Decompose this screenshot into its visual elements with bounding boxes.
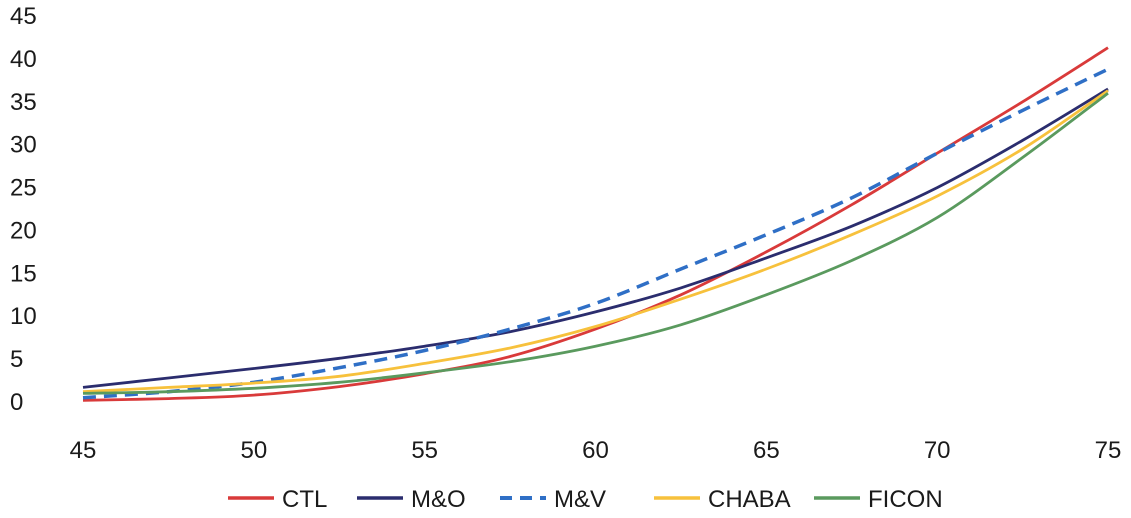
x-axis-tick-labels: 45 50 55 60 65 70 75 [70, 437, 1122, 464]
x-tick-label: 50 [240, 437, 267, 464]
y-tick-label: 35 [10, 89, 37, 116]
legend-label: CTL [282, 486, 327, 513]
series-line-chaba [82, 89, 1109, 394]
legend-item-chaba: CHABA [654, 486, 791, 513]
legend-label: FICON [868, 486, 943, 513]
x-tick-label: 70 [924, 437, 951, 464]
legend-label: CHABA [708, 486, 791, 513]
series-line-ctl [82, 46, 1109, 402]
y-axis-tick-labels: 0 5 10 15 20 25 30 35 40 45 [10, 3, 37, 416]
legend-item-ctl: CTL [228, 486, 327, 513]
y-tick-label: 15 [10, 260, 37, 287]
x-tick-label: 45 [70, 437, 97, 464]
series-lines [82, 46, 1109, 402]
y-tick-label: 45 [10, 3, 37, 30]
legend-label: M&V [554, 486, 606, 513]
legend-item-m-o: M&O [357, 486, 466, 513]
x-tick-label: 55 [411, 437, 438, 464]
legend-item-ficon: FICON [814, 486, 943, 513]
y-tick-label: 30 [10, 132, 37, 159]
y-tick-label: 20 [10, 217, 37, 244]
legend: CTL M&O M&V CHABA FICON [228, 486, 943, 513]
y-tick-label: 40 [10, 46, 37, 73]
legend-label: M&O [411, 486, 466, 513]
x-tick-label: 60 [582, 437, 609, 464]
y-tick-label: 25 [10, 175, 37, 202]
y-tick-label: 0 [10, 389, 23, 416]
series-line-m-o [82, 87, 1109, 389]
legend-item-m-v: M&V [500, 486, 606, 513]
x-tick-label: 65 [753, 437, 780, 464]
y-tick-label: 5 [10, 346, 23, 373]
y-tick-label: 10 [10, 303, 37, 330]
series-line-ficon [82, 92, 1109, 395]
series-line-m-v [82, 67, 1109, 400]
x-tick-label: 75 [1095, 437, 1122, 464]
